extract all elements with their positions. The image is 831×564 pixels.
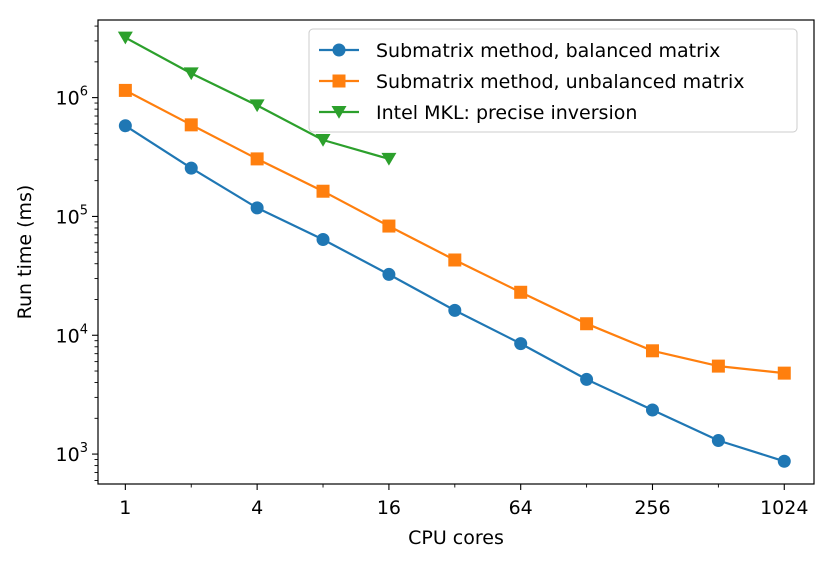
legend-0-label: Submatrix method, balanced matrix [376,40,720,62]
series-0-point-7 [580,372,594,386]
series-0-point-10 [777,454,791,468]
y-axis-ticks: 103 104 105 106 [56,25,98,481]
series-1-point-9 [711,359,725,373]
series-0-point-2 [250,201,264,215]
legend-1-label: Submatrix method, unbalanced matrix [376,71,745,93]
series-2-point-1 [183,67,199,81]
series-1-point-5 [448,253,462,267]
series-0-point-3 [316,232,330,246]
y-tick-label-2: 105 [56,203,88,228]
series-1-point-3 [316,184,330,198]
plot-frame [97,19,815,485]
series-2-point-2 [249,99,265,113]
series-0-point-9 [711,434,725,448]
series-0-point-0 [118,119,132,133]
x-tick-label-3: 64 [509,497,533,519]
x-axis-ticks: 1 4 16 64 256 1024 [119,484,808,519]
x-tick-label-2: 16 [377,497,401,519]
series-2-point-4 [381,152,397,166]
legend-entries: Submatrix method, balanced matrix Submatr… [319,40,745,124]
y-axis-label: Run time (ms) [14,185,36,320]
series-1-point-0 [118,83,132,97]
y-tick-label-1: 104 [56,322,88,347]
series-1-point-8 [645,344,659,358]
series-0-point-4 [382,267,396,281]
legend: Submatrix method, balanced matrix Submatr… [308,28,798,133]
x-axis-label: CPU cores [408,527,504,549]
legend-0-marker [332,43,346,57]
series-2-point-3 [315,133,331,147]
series-0-point-1 [184,161,198,175]
y-tick-label-0: 103 [56,441,88,466]
legend-1-marker [332,74,346,88]
series-1-point-10 [777,366,791,380]
series-0-point-5 [448,303,462,317]
series-2-point-0 [117,31,133,45]
series-1-point-6 [514,285,528,299]
x-tick-label-5: 1024 [760,497,808,519]
series-layer [117,31,791,468]
series-1-point-1 [184,118,198,132]
series-0-point-8 [645,403,659,417]
legend-box [308,28,798,133]
x-tick-label-4: 256 [634,497,670,519]
x-tick-label-0: 1 [119,497,131,519]
series-1-point-7 [580,317,594,331]
x-tick-label-1: 4 [251,497,263,519]
y-tick-label-3: 106 [56,85,88,110]
series-0-point-6 [514,337,528,351]
legend-2-label: Intel MKL: precise inversion [376,102,637,124]
series-1-point-4 [382,219,396,233]
series-1-point-2 [250,152,264,166]
legend-2-marker [331,106,347,119]
